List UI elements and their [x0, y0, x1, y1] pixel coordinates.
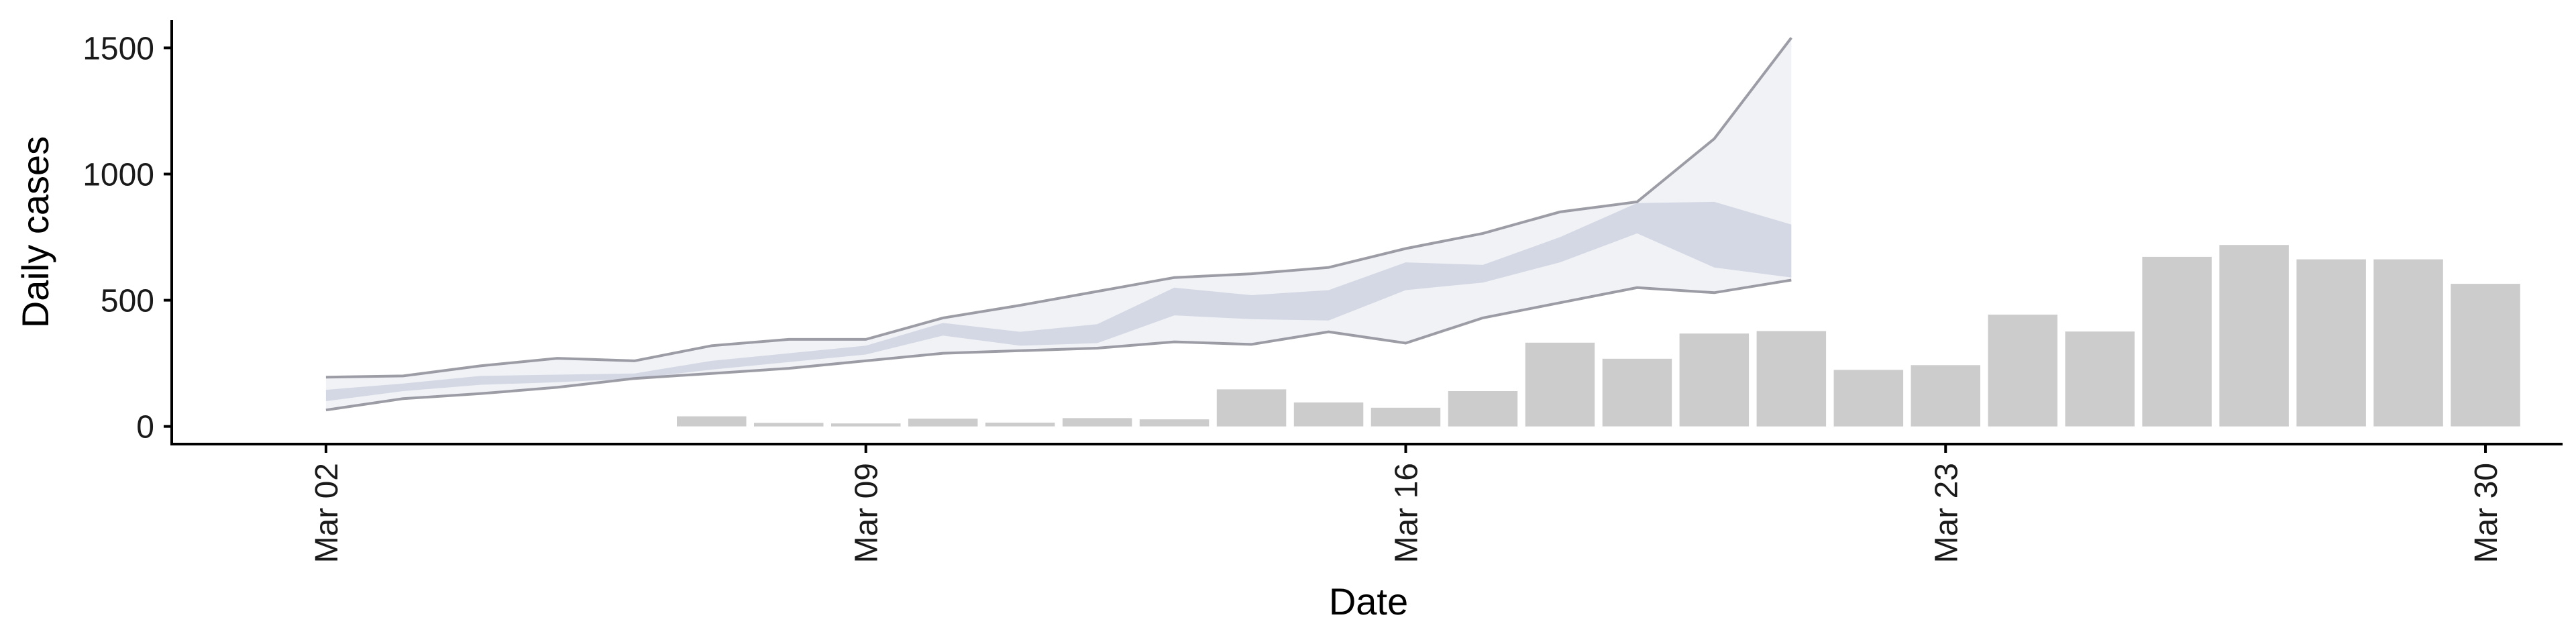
forecast-bands — [325, 37, 1792, 412]
daily-case-bar — [831, 423, 901, 427]
daily-case-bar — [2451, 284, 2520, 427]
daily-case-bar — [2373, 259, 2443, 427]
daily-case-bar — [1833, 370, 1904, 427]
x-tick-label: Mar 30 — [2469, 463, 2504, 563]
daily-case-bar — [1448, 391, 1518, 427]
daily-case-bars — [677, 245, 2520, 427]
x-tick-label: Mar 16 — [1389, 463, 1425, 563]
daily-case-bar — [1216, 389, 1287, 427]
daily-case-bar — [2296, 259, 2366, 427]
daily-case-bar — [2065, 331, 2135, 427]
y-tick-label: 0 — [136, 410, 154, 445]
outer-band-lower-line — [325, 278, 1792, 412]
daily-case-bar — [677, 416, 747, 427]
x-tick-label: Mar 09 — [849, 463, 885, 563]
daily-case-bar — [908, 419, 978, 427]
y-axis-ticks: 0 500 1000 1500 — [83, 31, 172, 445]
daily-case-bar — [1602, 358, 1672, 427]
y-tick-label: 1000 — [83, 157, 154, 193]
daily-case-bar — [1371, 407, 1441, 427]
y-axis-title: Daily cases — [14, 136, 56, 328]
daily-case-bar — [1988, 315, 2057, 427]
inner-forecast-band — [325, 201, 1792, 401]
daily-case-bar — [1525, 342, 1595, 427]
x-tick-label: Mar 23 — [1929, 463, 1964, 563]
y-tick-label: 1500 — [83, 31, 154, 66]
daily-case-bar — [985, 423, 1055, 427]
x-axis-ticks: Mar 02 Mar 09 Mar 16 Mar 23 Mar 30 — [309, 444, 2504, 563]
daily-case-bar — [1756, 331, 1827, 427]
daily-case-bar — [1139, 419, 1210, 427]
daily-case-bar — [2219, 245, 2289, 427]
x-axis-title: Date — [1329, 580, 1408, 623]
daily-case-bar — [1062, 418, 1132, 427]
outer-forecast-band — [325, 38, 1792, 411]
axes — [170, 20, 2563, 445]
daily-case-bar — [1293, 402, 1364, 427]
y-tick-label: 500 — [101, 284, 154, 319]
x-tick-label: Mar 02 — [309, 463, 345, 563]
daily-case-bar — [1911, 365, 1980, 427]
daily-case-bar — [2142, 256, 2212, 427]
daily-case-bar — [1679, 333, 1750, 427]
daily-case-bar — [754, 423, 824, 427]
outer-band-upper-line — [325, 37, 1792, 379]
